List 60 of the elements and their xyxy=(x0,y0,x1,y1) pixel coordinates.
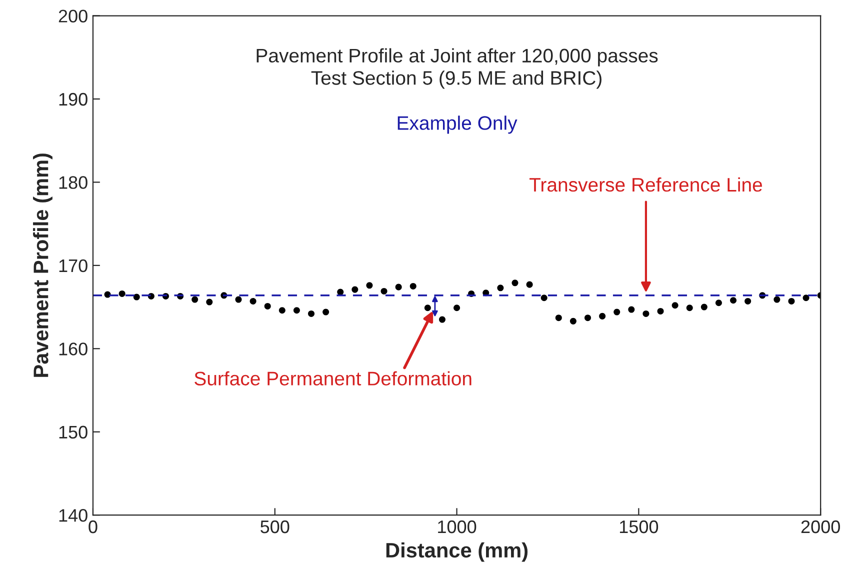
point xyxy=(802,294,810,302)
point xyxy=(278,307,286,314)
text: Test Section 5 (9.5 ME and BRIC) xyxy=(311,70,602,89)
point xyxy=(380,288,388,294)
point xyxy=(774,296,780,303)
point xyxy=(322,308,330,316)
point xyxy=(118,290,126,297)
point xyxy=(555,314,562,322)
y-tick-label: 150 xyxy=(59,426,88,439)
point xyxy=(540,294,548,302)
x-tick-label: 1000 xyxy=(438,520,476,534)
point xyxy=(366,282,373,289)
y-tick-label: 160 xyxy=(59,342,88,356)
x-tick-label: 0 xyxy=(88,520,98,534)
point xyxy=(497,284,504,292)
point xyxy=(438,316,446,323)
point xyxy=(584,314,592,322)
point xyxy=(642,310,650,317)
point xyxy=(352,286,358,293)
point xyxy=(744,298,752,304)
point xyxy=(192,296,198,303)
point xyxy=(657,308,664,314)
point xyxy=(628,306,635,313)
x-tick-label: 1500 xyxy=(620,520,658,534)
text: Pavement Profile at Joint after 120,000 passes xyxy=(256,48,658,66)
point xyxy=(730,297,737,304)
annotation: Surface Permanent Deformation xyxy=(194,371,472,386)
annotation: Example Only xyxy=(398,116,518,134)
point xyxy=(410,282,416,290)
point xyxy=(250,298,256,304)
point xyxy=(454,304,460,312)
point xyxy=(614,308,620,316)
point xyxy=(788,298,795,304)
point xyxy=(700,304,708,310)
y-tick-label: 170 xyxy=(59,259,88,272)
point xyxy=(686,304,693,312)
point xyxy=(672,302,678,309)
x-tick-label: 500 xyxy=(260,520,290,534)
point xyxy=(512,280,518,286)
y-tick-label: 190 xyxy=(59,92,88,106)
point xyxy=(264,302,271,310)
y-axis-title: Pavement Profile (mm) xyxy=(33,154,52,377)
point xyxy=(308,310,315,317)
point xyxy=(526,281,533,288)
y-tick-label: 140 xyxy=(59,509,88,522)
point xyxy=(424,304,431,312)
point xyxy=(395,284,402,290)
x-tick-label: 2000 xyxy=(801,520,840,534)
ref-line-label: Transverse Reference Line xyxy=(530,177,762,192)
point xyxy=(235,296,242,303)
y-tick-label: 180 xyxy=(59,176,88,189)
point xyxy=(715,300,722,306)
y-tick-label: 200 xyxy=(58,10,88,22)
point xyxy=(570,318,576,324)
point xyxy=(133,294,140,300)
point xyxy=(206,298,213,306)
x-axis-title: Distance (mm) xyxy=(386,542,528,562)
point xyxy=(599,312,606,320)
point xyxy=(293,307,300,314)
point xyxy=(337,288,344,296)
